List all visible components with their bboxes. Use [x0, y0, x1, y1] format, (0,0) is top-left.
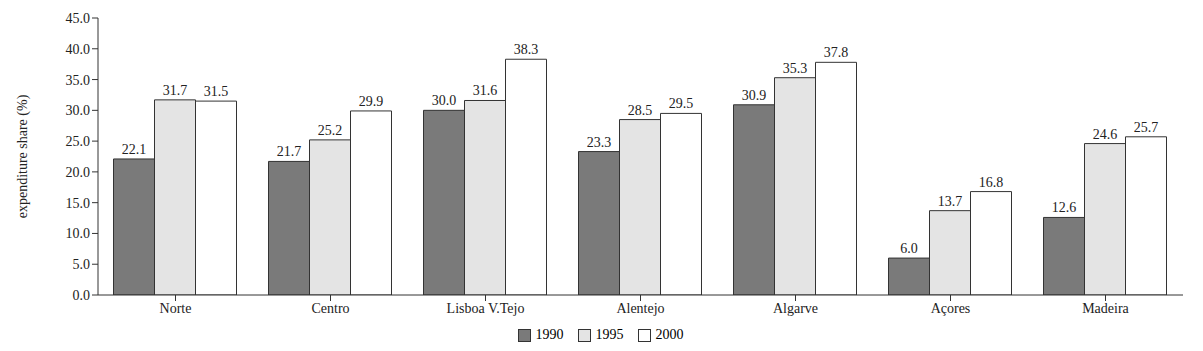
svg-text:29.9: 29.9 [359, 94, 384, 109]
svg-text:31.5: 31.5 [204, 84, 229, 99]
svg-text:15.0: 15.0 [66, 196, 91, 211]
svg-text:35.0: 35.0 [66, 73, 91, 88]
svg-text:30.9: 30.9 [742, 88, 767, 103]
svg-text:25.0: 25.0 [66, 134, 91, 149]
html-text:2000: 2000 [655, 327, 684, 342]
svg-text:31.6: 31.6 [473, 83, 498, 98]
svg-text:Alentejo: Alentejo [616, 301, 664, 316]
svg-text:5.0: 5.0 [73, 257, 91, 272]
svg-text:29.5: 29.5 [669, 96, 694, 111]
svg-text:45.0: 45.0 [66, 11, 91, 26]
html-text:1995: 1995 [595, 327, 624, 342]
svg-text:12.6: 12.6 [1052, 200, 1077, 215]
svg-text:40.0: 40.0 [66, 42, 91, 57]
html-text:1990: 1990 [535, 327, 564, 342]
svg-text:Madeira: Madeira [1082, 301, 1129, 316]
svg-text:25.7: 25.7 [1134, 120, 1159, 135]
svg-text:Algarve: Algarve [773, 301, 818, 316]
svg-text:31.7: 31.7 [163, 83, 188, 98]
svg-text:10.0: 10.0 [66, 226, 91, 241]
svg-text:21.7: 21.7 [277, 144, 302, 159]
svg-text:25.2: 25.2 [318, 123, 343, 138]
svg-text:22.1: 22.1 [122, 142, 147, 157]
svg-text:23.3: 23.3 [587, 135, 612, 150]
svg-text:Açores: Açores [931, 301, 971, 316]
svg-text:38.3: 38.3 [514, 42, 539, 57]
svg-text:Norte: Norte [160, 301, 192, 316]
svg-text:0.0: 0.0 [73, 288, 91, 303]
svg-text:37.8: 37.8 [824, 45, 849, 60]
svg-text:Lisboa V.Tejo: Lisboa V.Tejo [447, 301, 525, 316]
svg-text:28.5: 28.5 [628, 103, 653, 118]
svg-text:30.0: 30.0 [432, 93, 457, 108]
svg-text:30.0: 30.0 [66, 103, 91, 118]
svg-text:Centro: Centro [311, 301, 349, 316]
svg-text:24.6: 24.6 [1093, 127, 1118, 142]
svg-text:35.3: 35.3 [783, 61, 808, 76]
svg-text:expenditure share (%): expenditure share (%) [15, 94, 31, 218]
svg-text:13.7: 13.7 [938, 194, 963, 209]
svg-text:20.0: 20.0 [66, 165, 91, 180]
svg-text:6.0: 6.0 [900, 241, 918, 256]
svg-text:16.8: 16.8 [979, 175, 1004, 190]
